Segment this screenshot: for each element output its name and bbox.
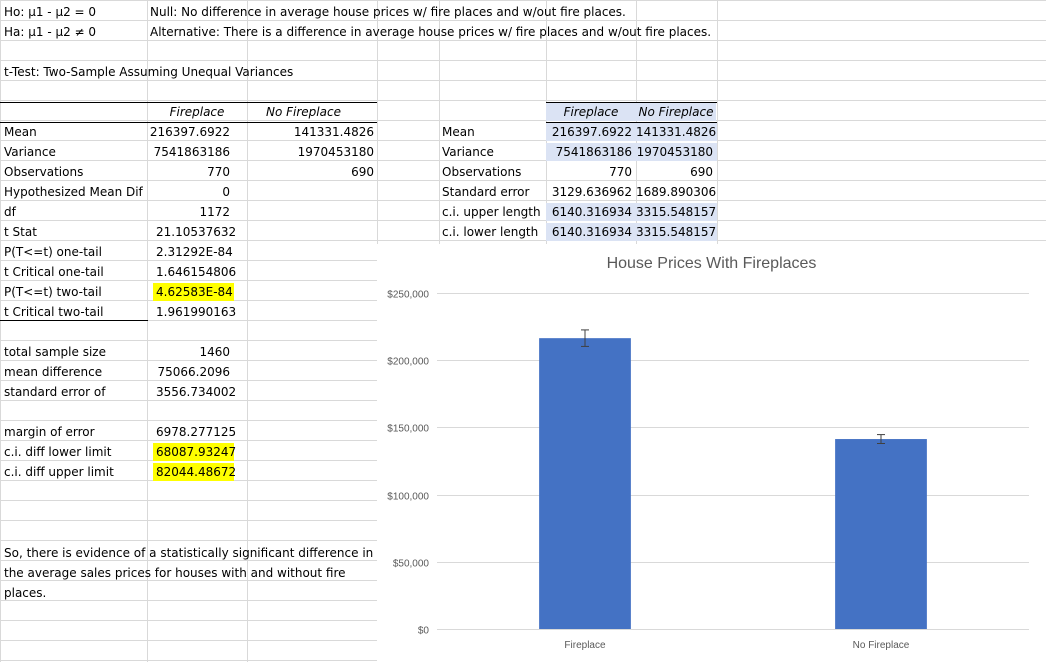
bar xyxy=(539,338,631,629)
ttest-col-no-fireplace[interactable]: No Fireplace xyxy=(266,105,341,119)
summary-row-label[interactable]: Observations xyxy=(442,165,522,179)
ttest-fireplace-value[interactable]: 2.31292E-84 xyxy=(156,245,233,259)
conclusion-text[interactable]: So, there is evidence of a statistically… xyxy=(4,546,374,600)
ttest-fireplace-value[interactable]: 216397.6922 xyxy=(149,125,230,139)
summary-no-fireplace-value[interactable]: 690 xyxy=(690,165,713,179)
ci-lower-label[interactable]: c.i. diff lower limit xyxy=(4,445,112,459)
ttest-col-fireplace[interactable]: Fireplace xyxy=(169,105,225,119)
standard-error-label[interactable]: standard error of xyxy=(4,385,106,399)
summary-no-fireplace-value[interactable]: 141331.4826 xyxy=(636,123,717,141)
ttest-row-label[interactable]: t Stat xyxy=(4,225,37,239)
summary-row-label[interactable]: c.i. upper length xyxy=(442,205,541,219)
mean-difference-value[interactable]: 75066.2096 xyxy=(157,365,230,379)
y-tick-label: $150,000 xyxy=(387,424,429,435)
summary-no-fireplace-value[interactable]: 1689.890306 xyxy=(636,185,717,199)
bar-chart: $0 $50,000 $100,000 $150,000 $200,000 $250,00… xyxy=(387,290,1029,651)
ci-lower-value[interactable]: 68087.93247 xyxy=(153,443,236,461)
ttest-fireplace-value[interactable]: 7541863186 xyxy=(153,145,230,159)
margin-of-error-label[interactable]: margin of error xyxy=(4,425,95,439)
standard-error-value[interactable]: 3556.734002 xyxy=(156,385,237,399)
ttest-row-label[interactable]: P(T<=t) one-tail xyxy=(4,245,102,259)
chart-title: House Prices With Fireplaces xyxy=(606,255,817,272)
null-hypothesis-text[interactable]: Null: No difference in average house pri… xyxy=(150,5,626,19)
summary-fireplace-value[interactable]: 6140.316934 xyxy=(546,203,636,221)
y-tick-label: $50,000 xyxy=(393,559,430,570)
y-tick-label: $0 xyxy=(418,626,430,637)
ci-upper-value[interactable]: 82044.48672 xyxy=(153,463,236,481)
ttest-row-label[interactable]: Observations xyxy=(4,165,84,179)
ttest-no-fireplace-value[interactable]: 141331.4826 xyxy=(293,125,374,139)
summary-row-label[interactable]: Mean xyxy=(442,125,475,139)
summary-fireplace-value[interactable]: 216397.6922 xyxy=(546,123,636,141)
ttest-row-label[interactable]: Mean xyxy=(4,125,37,139)
ttest-fireplace-value[interactable]: 0 xyxy=(222,185,230,199)
ho-label[interactable]: Ho: μ1 - μ2 = 0 xyxy=(4,5,97,19)
ttest-row-label[interactable]: df xyxy=(4,205,16,219)
ttest-fireplace-value[interactable]: 770 xyxy=(207,165,230,179)
y-tick-label: $250,000 xyxy=(387,290,429,301)
summary-no-fireplace-value[interactable]: 3315.548157 xyxy=(636,203,717,221)
ttest-fireplace-value[interactable]: 4.62583E-84 xyxy=(153,283,234,301)
ttest-title[interactable]: t-Test: Two-Sample Assuming Unequal Vari… xyxy=(4,65,294,79)
ttest-fireplace-value[interactable]: 1172 xyxy=(199,205,230,219)
margin-of-error-value[interactable]: 6978.277125 xyxy=(156,425,237,439)
summary-col-no-fireplace[interactable]: No Fireplace xyxy=(636,103,716,121)
x-tick-label: Fireplace xyxy=(564,640,606,651)
total-sample-value[interactable]: 1460 xyxy=(199,345,230,359)
summary-row-label[interactable]: c.i. lower length xyxy=(442,225,539,239)
ttest-row-label[interactable]: P(T<=t) two-tail xyxy=(4,285,102,299)
ci-upper-label[interactable]: c.i. diff upper limit xyxy=(4,465,114,479)
ttest-row-label[interactable]: t Critical two-tail xyxy=(4,305,104,319)
ttest-fireplace-value[interactable]: 1.961990163 xyxy=(156,305,237,319)
ha-label[interactable]: Ha: μ1 - μ2 ≠ 0 xyxy=(4,25,97,39)
summary-row-label[interactable]: Standard error xyxy=(442,185,530,199)
chart-area[interactable]: House Prices With Fireplaces $0 $50,000 $1… xyxy=(377,244,1046,662)
summary-fireplace-value[interactable]: 7541863186 xyxy=(546,143,636,161)
x-tick-label: No Fireplace xyxy=(853,640,910,651)
ttest-no-fireplace-value[interactable]: 690 xyxy=(351,165,374,179)
total-sample-label[interactable]: total sample size xyxy=(4,345,106,359)
ttest-row-label[interactable]: t Critical one-tail xyxy=(4,265,104,279)
summary-fireplace-value[interactable]: 770 xyxy=(609,165,632,179)
summary-fireplace-value[interactable]: 3129.636962 xyxy=(551,185,632,199)
bar xyxy=(835,439,927,629)
ttest-row-label[interactable]: Hypothesized Mean Dif xyxy=(4,185,143,199)
ttest-no-fireplace-value[interactable]: 1970453180 xyxy=(297,145,374,159)
summary-row-label[interactable]: Variance xyxy=(442,145,494,159)
mean-difference-label[interactable]: mean difference xyxy=(4,365,103,379)
alternative-hypothesis-text[interactable]: Alternative: There is a difference in av… xyxy=(150,25,712,39)
y-tick-label: $100,000 xyxy=(387,492,429,503)
y-tick-label: $200,000 xyxy=(387,357,429,368)
summary-fireplace-value[interactable]: 6140.316934 xyxy=(546,223,636,241)
summary-no-fireplace-value[interactable]: 3315.548157 xyxy=(636,223,717,241)
summary-col-fireplace[interactable]: Fireplace xyxy=(546,103,636,121)
ttest-row-label[interactable]: Variance xyxy=(4,145,56,159)
ttest-fireplace-value[interactable]: 21.10537632 xyxy=(156,225,237,239)
summary-no-fireplace-value[interactable]: 1970453180 xyxy=(636,143,717,161)
ttest-fireplace-value[interactable]: 1.646154806 xyxy=(156,265,237,279)
